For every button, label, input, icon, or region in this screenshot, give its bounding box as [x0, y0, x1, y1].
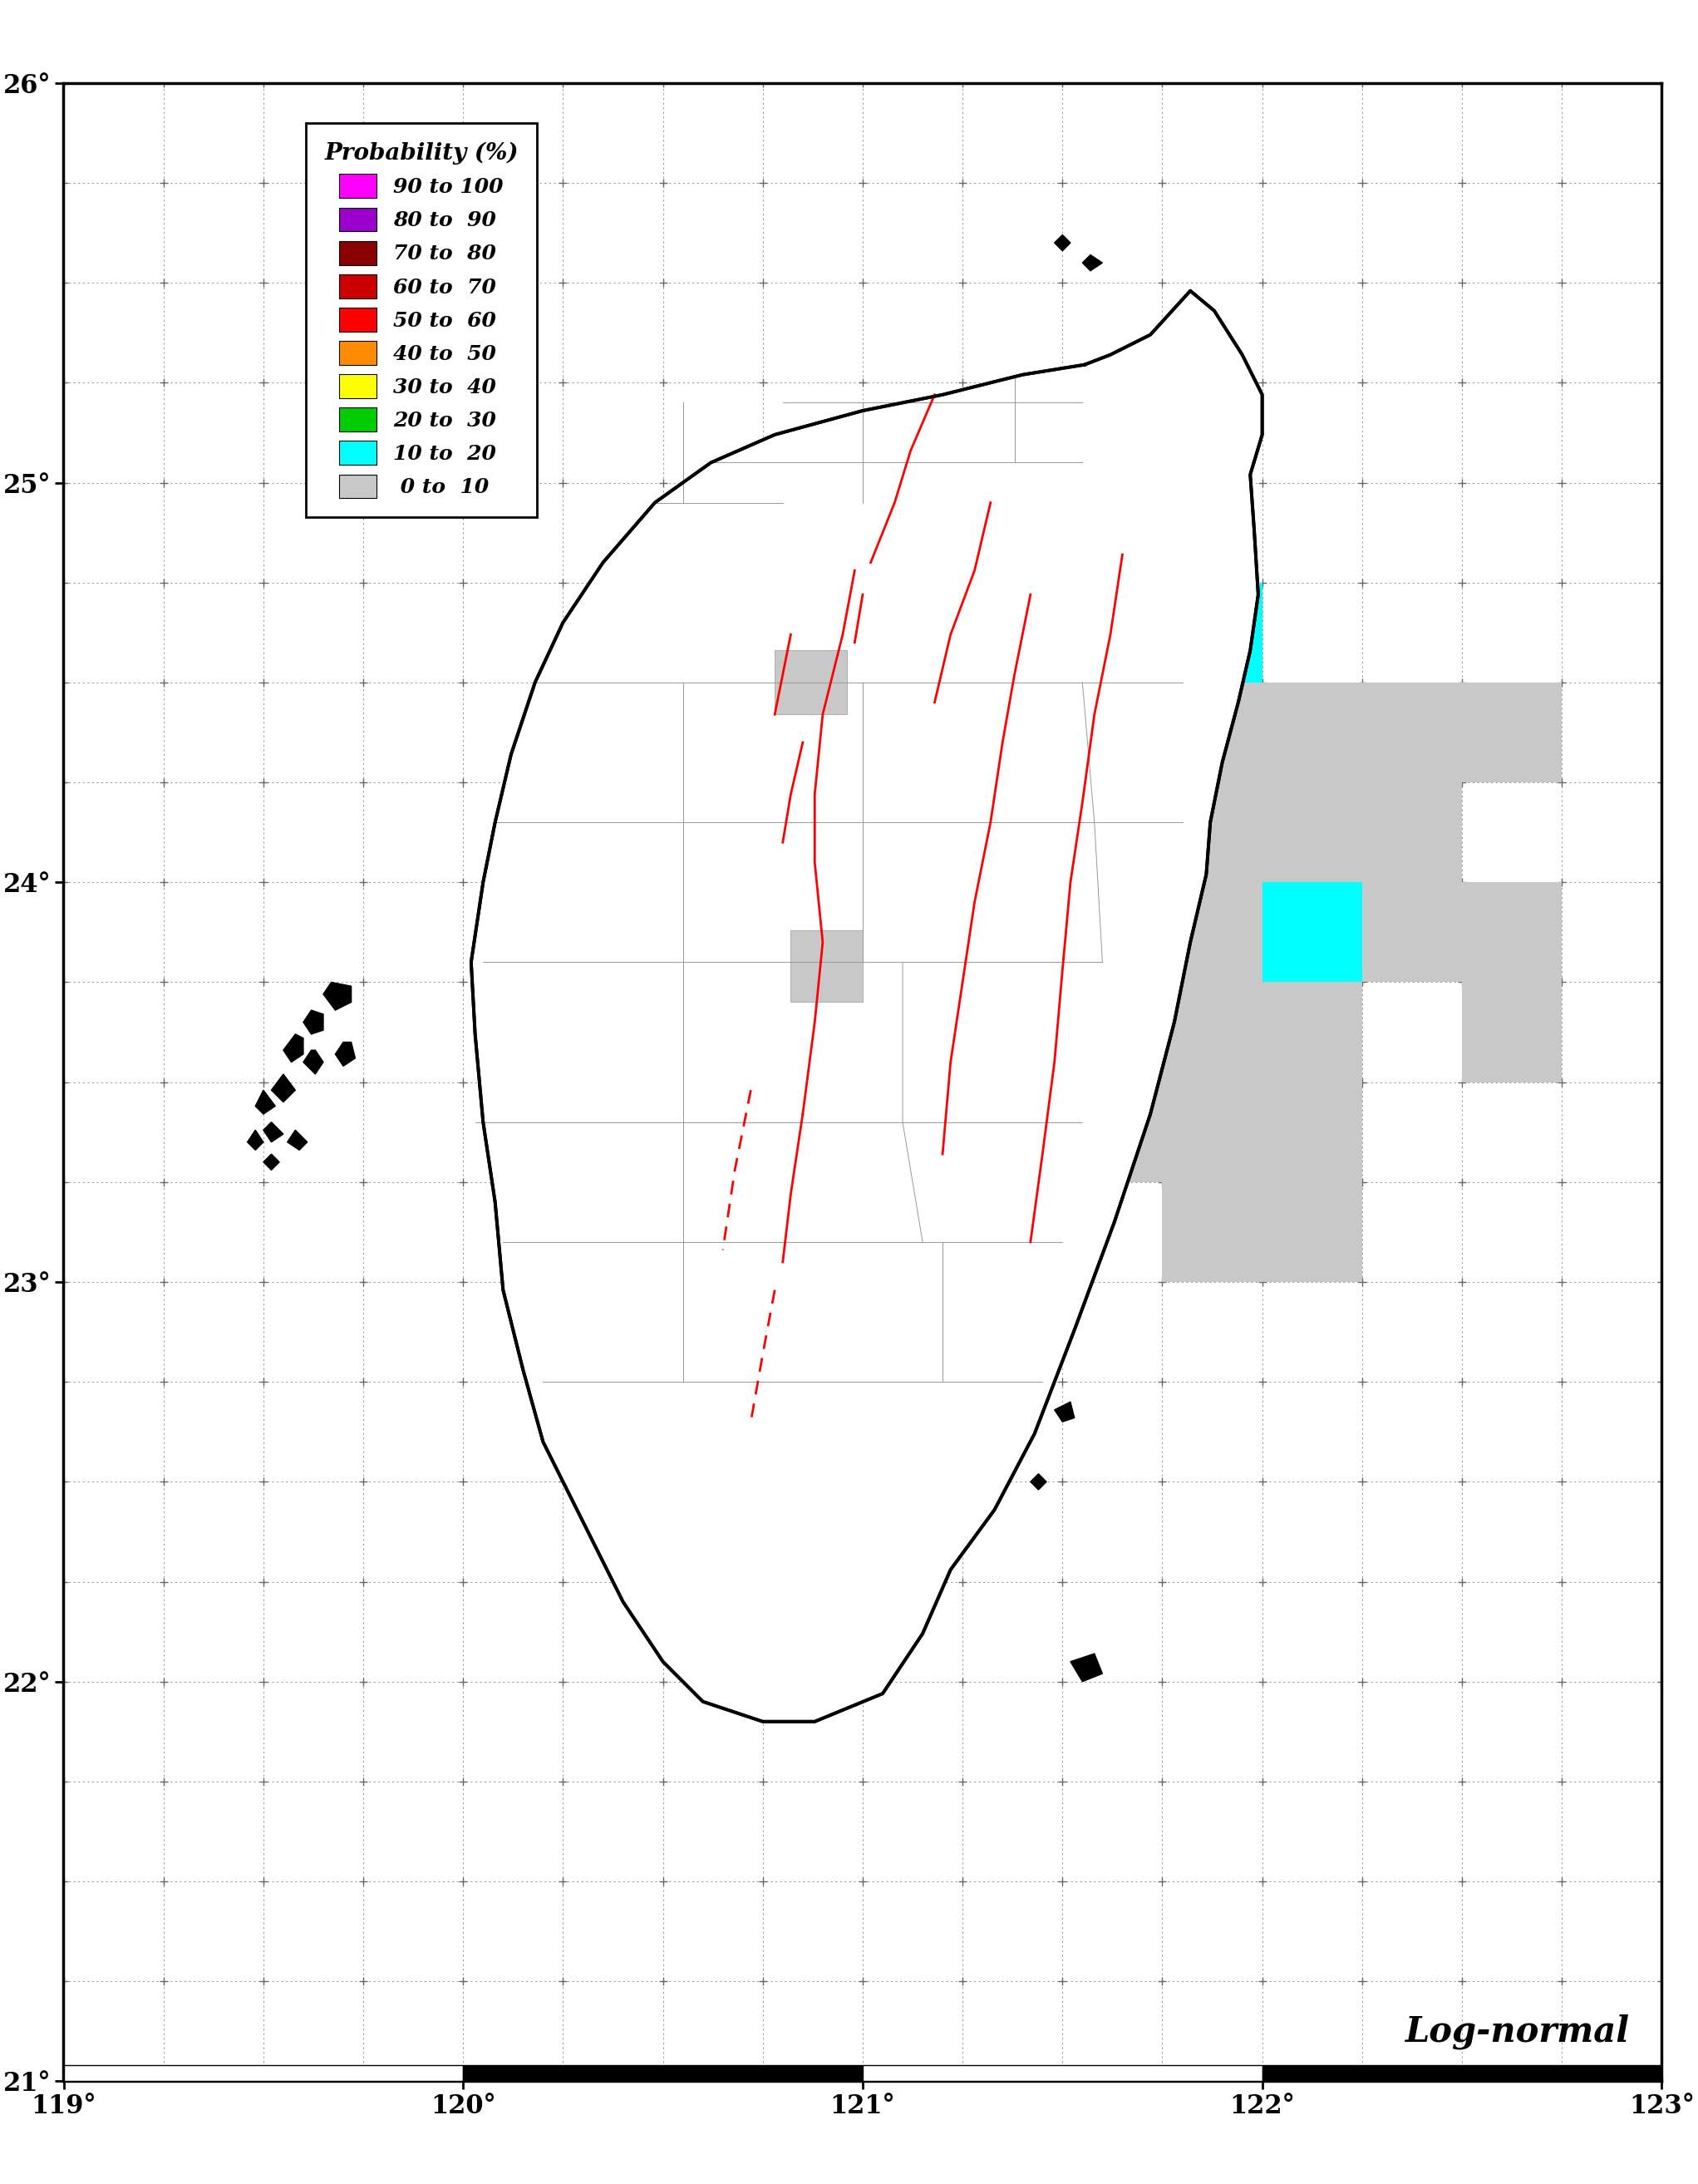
Bar: [63, 2066, 464, 2081]
Polygon shape: [304, 1011, 323, 1035]
Bar: [1462, 882, 1562, 983]
Bar: [464, 2066, 863, 2081]
Polygon shape: [248, 1129, 263, 1151]
Polygon shape: [335, 1042, 355, 1066]
Bar: [1362, 882, 1462, 983]
Polygon shape: [323, 983, 351, 1011]
Bar: [1262, 681, 1362, 782]
Bar: [791, 930, 863, 1002]
Polygon shape: [1054, 1402, 1075, 1422]
Legend: 90 to 100, 80 to  90, 70 to  80, 60 to  70, 50 to  60, 40 to  50, 30 to  40, 20 : 90 to 100, 80 to 90, 70 to 80, 60 to 70,…: [306, 122, 537, 518]
Polygon shape: [287, 1129, 307, 1151]
Bar: [1163, 782, 1262, 882]
Bar: [1462, 681, 1562, 782]
Polygon shape: [263, 1123, 284, 1142]
Text: Log-normal: Log-normal: [1406, 2014, 1630, 2049]
Bar: [1262, 882, 1362, 983]
Polygon shape: [272, 1075, 295, 1103]
Bar: [1063, 1081, 1163, 1182]
Bar: [1262, 983, 1362, 1081]
Polygon shape: [470, 290, 1262, 1721]
Polygon shape: [1082, 256, 1102, 271]
Polygon shape: [304, 1051, 323, 1075]
Bar: [1163, 1182, 1262, 1282]
Polygon shape: [255, 1090, 275, 1114]
Polygon shape: [1054, 236, 1070, 251]
Bar: [1262, 1081, 1362, 1182]
Bar: [1362, 782, 1462, 882]
Bar: [1063, 882, 1163, 983]
Bar: [1262, 2066, 1662, 2081]
Bar: [1063, 681, 1163, 782]
Bar: [1362, 681, 1462, 782]
Polygon shape: [263, 1153, 280, 1171]
Bar: [1163, 681, 1262, 782]
Bar: [1163, 882, 1262, 983]
Polygon shape: [1031, 1474, 1046, 1489]
Bar: [774, 651, 847, 714]
Polygon shape: [284, 1035, 304, 1061]
Bar: [1063, 583, 1163, 681]
Bar: [1163, 583, 1262, 681]
Bar: [1262, 782, 1362, 882]
Polygon shape: [1231, 426, 1246, 443]
Bar: [863, 2066, 1262, 2081]
Bar: [1262, 1182, 1362, 1282]
Bar: [1063, 983, 1163, 1081]
Bar: [1462, 983, 1562, 1081]
Polygon shape: [1070, 1653, 1102, 1682]
Bar: [1163, 1081, 1262, 1182]
Bar: [1163, 983, 1262, 1081]
